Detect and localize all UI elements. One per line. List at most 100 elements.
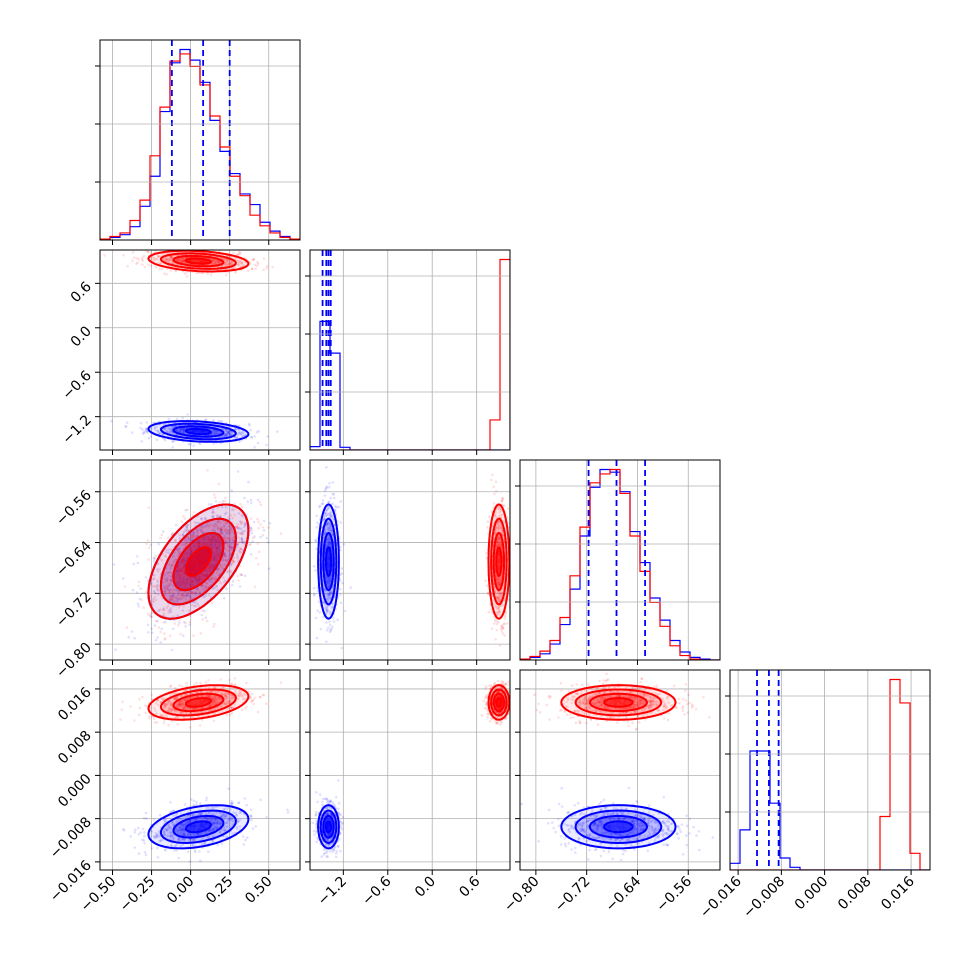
scatter-point (507, 598, 510, 601)
scatter-point (194, 604, 197, 608)
scatter-point (171, 594, 175, 597)
scatter-point (230, 262, 233, 266)
scatter-point (164, 817, 168, 821)
scatter-point (501, 604, 504, 608)
scatter-point (229, 262, 233, 266)
scatter-point (213, 529, 216, 533)
scatter-point (182, 576, 186, 579)
scatter-point (498, 536, 501, 539)
scatter-point (184, 509, 188, 512)
contour-blue (324, 546, 333, 577)
scatter-point (238, 262, 241, 265)
scatter-point (164, 550, 168, 554)
scatter-point (191, 533, 195, 537)
scatter-point (205, 796, 208, 800)
scatter-point (198, 545, 202, 549)
scatter-point (185, 530, 188, 533)
scatter-point (196, 580, 200, 583)
scatter-point (235, 526, 239, 529)
scatter-point (256, 517, 259, 521)
scatter-point (229, 260, 233, 264)
scatter-point (156, 254, 160, 258)
scatter-point (211, 535, 215, 538)
scatter-point (250, 517, 253, 520)
scatter-point (132, 562, 136, 566)
scatter-point (216, 520, 220, 524)
scatter-point (210, 828, 213, 832)
scatter-point (223, 534, 226, 538)
scatter-point (165, 576, 169, 580)
scatter-point (497, 584, 501, 587)
scatter-point (190, 549, 193, 552)
scatter-point (182, 620, 186, 624)
scatter-point (169, 597, 173, 601)
scatter-point (184, 583, 188, 586)
scatter-point (169, 595, 172, 598)
scatter-point (216, 519, 220, 523)
scatter-point (196, 581, 200, 584)
scatter-point (498, 610, 501, 613)
scatter-point (134, 828, 137, 832)
scatter-point (176, 565, 179, 568)
scatter-point (168, 588, 172, 591)
scatter-point (229, 818, 232, 822)
scatter-point (237, 801, 240, 805)
scatter-point (141, 428, 144, 431)
scatter-point (141, 432, 145, 435)
scatter-point (177, 429, 180, 433)
scatter-point (172, 425, 175, 429)
scatter-point (330, 592, 333, 595)
scatter-point (201, 527, 204, 530)
scatter-point (224, 429, 228, 433)
scatter-point (218, 501, 221, 504)
scatter-point (175, 429, 179, 432)
scatter-point (217, 536, 220, 539)
scatter-point (493, 532, 497, 536)
scatter-point (229, 808, 232, 811)
scatter-point (196, 534, 200, 537)
scatter-point (190, 832, 194, 836)
scatter-point (178, 547, 181, 550)
scatter-point (214, 429, 218, 433)
scatter-point (153, 577, 156, 580)
scatter-point (204, 542, 207, 545)
scatter-point (230, 529, 234, 532)
scatter-point (200, 543, 203, 547)
scatter-point (324, 531, 327, 534)
scatter-point (496, 526, 500, 530)
scatter-point (237, 432, 240, 435)
scatter-point (495, 622, 499, 626)
scatter-point (326, 594, 329, 597)
scatter-point (235, 552, 239, 556)
scatter-point (237, 431, 241, 435)
scatter-point (327, 577, 331, 581)
scatter-point (200, 584, 204, 587)
scatter-point (153, 426, 157, 429)
scatter-point (156, 619, 159, 623)
scatter-point (239, 818, 242, 822)
scatter-point (211, 541, 214, 544)
scatter-point (172, 560, 176, 563)
scatter-point (146, 250, 150, 254)
scatter-point (176, 830, 180, 833)
scatter-point (165, 586, 169, 589)
scatter-point (225, 521, 229, 525)
scatter-point (327, 527, 330, 530)
scatter-point (230, 433, 234, 436)
scatter-point (182, 259, 186, 263)
scatter-point (184, 538, 188, 542)
scatter-point (182, 827, 185, 830)
scatter-point (212, 807, 215, 810)
scatter-point (243, 523, 247, 526)
scatter-point (164, 586, 167, 589)
scatter-point (171, 440, 174, 444)
scatter-point (186, 578, 189, 581)
scatter-point (340, 646, 344, 650)
scatter-point (214, 558, 217, 562)
scatter-point (330, 589, 333, 593)
scatter-point (187, 820, 190, 823)
scatter-point (137, 852, 141, 855)
scatter-point (323, 530, 327, 533)
scatter-point (216, 550, 219, 554)
scatter-point (223, 815, 227, 819)
